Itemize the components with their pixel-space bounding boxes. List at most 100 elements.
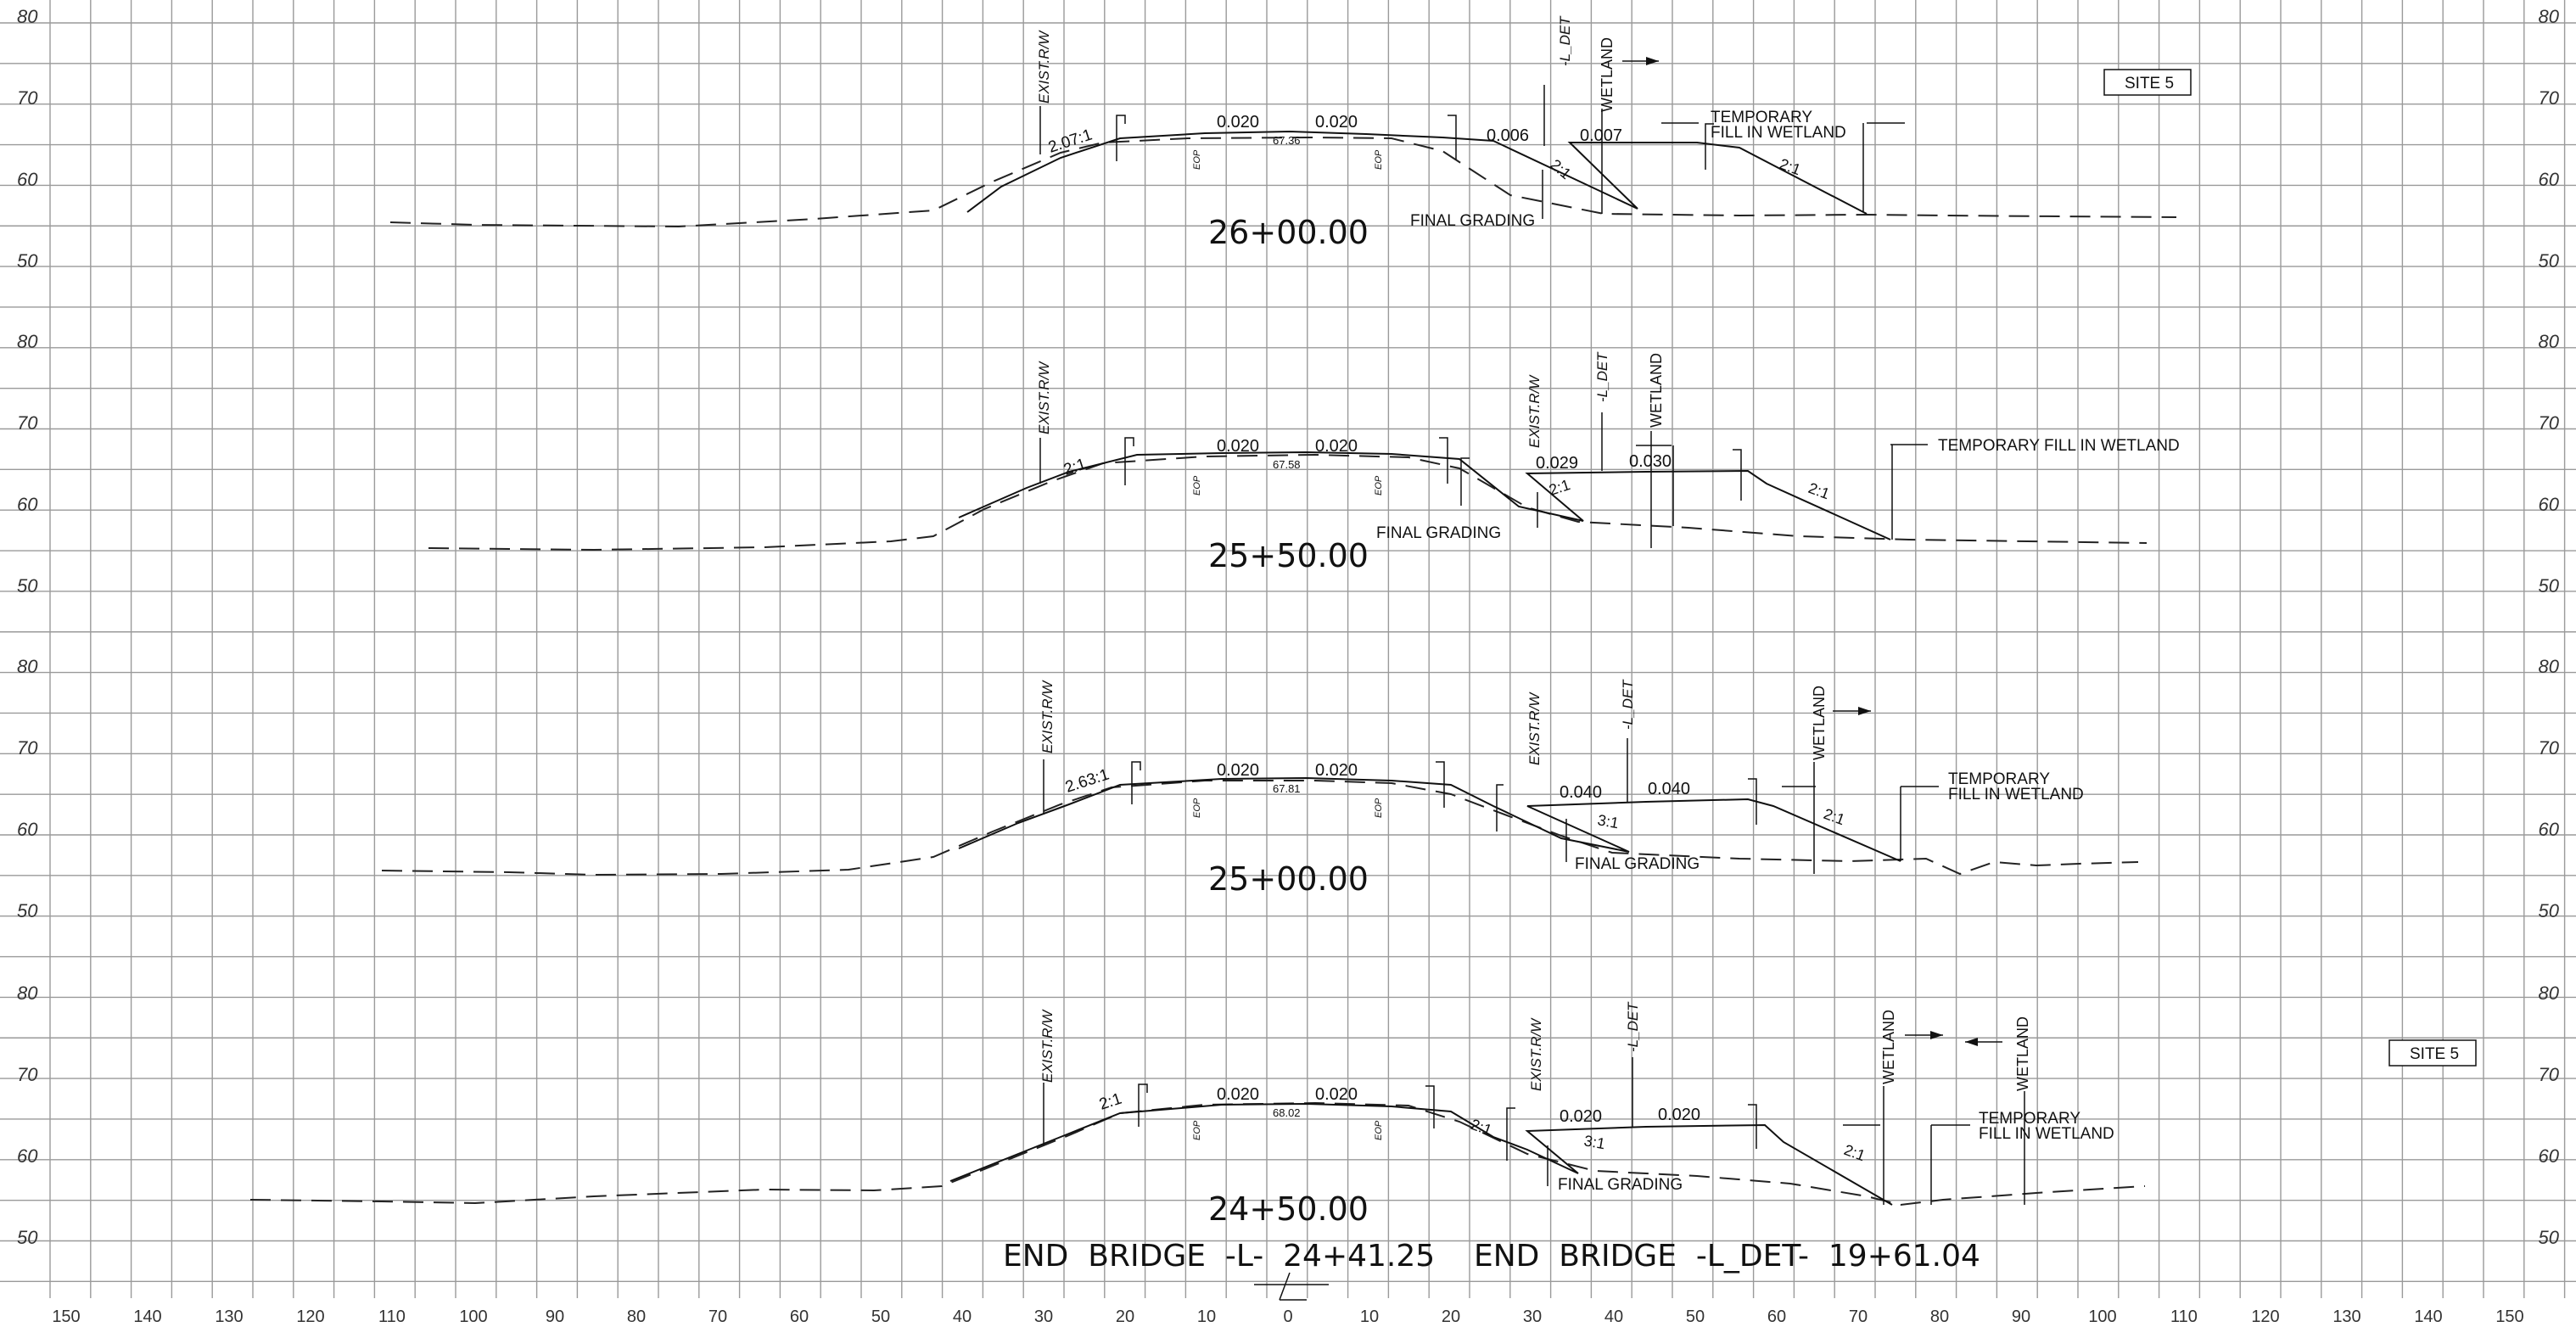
guardrail-det-3: [1748, 778, 1757, 825]
elevation-tick-label: 50: [2539, 1227, 2560, 1248]
elevation-tick-label: 50: [17, 575, 38, 596]
final-grading-2: FINAL GRADING: [1376, 524, 1501, 542]
offset-tick-label: 140: [2414, 1307, 2442, 1326]
right-slope-1: 2:1: [1778, 155, 1803, 178]
slope-a-1: 0.020: [1217, 113, 1259, 132]
elevation-tick-label: 80: [17, 6, 38, 27]
proposed-grade-1: [966, 130, 1868, 215]
final-grading-4: FINAL GRADING: [1558, 1176, 1683, 1194]
eop-left-4: EOP: [1192, 1120, 1202, 1140]
guardrail-right2-2: [1460, 457, 1470, 506]
offset-tick-label: 50: [1686, 1307, 1705, 1326]
exist-rw-det-label-2: EXIST.R/W: [1526, 374, 1543, 448]
offset-tick-label: 90: [2012, 1307, 2030, 1326]
proposed-grade-3: [958, 776, 1901, 862]
elevation-tick-label: 70: [2539, 87, 2560, 109]
site-label-bottom: SITE 5: [2410, 1045, 2459, 1063]
offset-tick-label: 110: [378, 1307, 406, 1326]
cl-elev-1: 67.36: [1273, 134, 1301, 147]
elevation-tick-label: 80: [2539, 656, 2560, 677]
guardrail-left-3: [1131, 761, 1141, 804]
right-slope-2: 2:1: [1806, 479, 1832, 502]
end-bridge-note: END BRIDGE -L- 24+41.25 END BRIDGE -L_DE…: [1003, 1239, 1980, 1274]
offset-tick-label: 60: [1767, 1307, 1786, 1326]
section-25+00: EXIST.R/W -L_DET WETLAND EXIST.R/W 2.63:…: [381, 679, 2139, 898]
elevation-tick-label: 60: [2539, 819, 2560, 840]
elevation-tick-label: 50: [2539, 575, 2560, 596]
station-label-2: 25+50.00: [1208, 537, 1369, 574]
wetland-label-4b: WETLAND: [2014, 1016, 2031, 1091]
offset-tick-label: 80: [1930, 1307, 1949, 1326]
guardrail-right-1: [1448, 115, 1457, 160]
section-24+50: EXIST.R/W -L_DET WETLAND WETLAND EXIST.R…: [249, 1001, 2477, 1228]
slope-a-4: 0.020: [1217, 1085, 1259, 1104]
slope-b-1: 0.020: [1315, 113, 1358, 132]
offset-tick-label: 10: [1360, 1307, 1379, 1326]
elevation-tick-label: 60: [2539, 494, 2560, 515]
section-26+00: EXIST.R/W -L_DET WETLAND 2.07:1 0.020 0.…: [389, 15, 2192, 251]
guardrail-right2-4: [1506, 1107, 1515, 1161]
guardrail-right-4: [1425, 1085, 1435, 1128]
temp-fill-3a: TEMPORARY: [1948, 770, 2050, 788]
guardrail-left-4: [1138, 1083, 1148, 1127]
offset-tick-label: 40: [1604, 1307, 1623, 1326]
elevation-tick-label: 80: [2539, 331, 2560, 352]
elevation-tick-label: 70: [17, 1064, 38, 1085]
elevation-tick-label: 50: [2539, 250, 2560, 272]
elevation-tick-label: 80: [17, 331, 38, 352]
side-slope-3: 3:1: [1596, 811, 1620, 831]
offset-tick-label: 10: [1197, 1307, 1216, 1326]
wetland-label-2: WETLAND: [1648, 353, 1665, 428]
slope-a-3: 0.020: [1217, 761, 1259, 780]
wetland-arrowhead-4a: [1930, 1031, 1943, 1039]
elevation-tick-label: 70: [17, 737, 38, 759]
offset-tick-label: 140: [133, 1307, 161, 1326]
l-det-label-1: -L_DET: [1557, 15, 1573, 66]
elevation-tick-label: 70: [2539, 1064, 2560, 1085]
proposed-grade-4: [949, 1102, 1893, 1206]
guardrail-right2-3: [1496, 784, 1504, 831]
det-slope-b-3: 0.040: [1648, 780, 1690, 798]
wetland-arrowhead-4b: [1965, 1038, 1978, 1046]
offset-tick-label: 30: [1523, 1307, 1542, 1326]
guardrail-det-4: [1748, 1104, 1757, 1149]
offset-tick-label: 30: [1034, 1307, 1053, 1326]
guardrail-right-2: [1439, 437, 1448, 484]
temp-fill-1a: TEMPORARY: [1711, 109, 1812, 126]
det-slope-b-1: 0.007: [1580, 126, 1622, 145]
offset-tick-label: 150: [52, 1307, 80, 1326]
offset-tick-label: 110: [2170, 1307, 2198, 1326]
guardrail-left-1: [1116, 115, 1126, 161]
offset-tick-label: 120: [2251, 1307, 2279, 1326]
eop-left-1: EOP: [1192, 149, 1202, 170]
station-label-3: 25+00.00: [1208, 860, 1369, 898]
wetland-arrowhead-1: [1646, 57, 1659, 65]
left-slope-1: 2.07:1: [1046, 126, 1095, 156]
elevation-tick-label: 60: [2539, 169, 2560, 190]
site-label-box-bottom: [2388, 1039, 2477, 1067]
elevation-tick-label: 70: [2539, 737, 2560, 759]
wetland-arrowhead-3: [1858, 707, 1871, 715]
temp-fill-3b: FILL IN WETLAND: [1948, 786, 2084, 803]
left-slope-2: 2:1: [1061, 456, 1089, 479]
elevation-tick-label: 50: [17, 250, 38, 272]
cl-elev-4: 68.02: [1273, 1106, 1301, 1119]
guardrail-det-1: [1705, 123, 1714, 170]
proposed-grade-2: [958, 451, 1891, 540]
offset-tick-label: 80: [627, 1307, 646, 1326]
eop-right-1: EOP: [1374, 149, 1384, 170]
eop-left-3: EOP: [1192, 798, 1202, 818]
offset-tick-label: 100: [459, 1307, 487, 1326]
existing-ground-1: [389, 136, 2177, 228]
det-slope-a-4: 0.020: [1560, 1107, 1602, 1126]
site-label-box-top: [2103, 69, 2192, 96]
l-det-label-3: -L_DET: [1620, 679, 1636, 730]
elevation-tick-label: 60: [17, 819, 38, 840]
cl-elev-3: 67.81: [1273, 782, 1301, 795]
offset-tick-label: 70: [708, 1307, 727, 1326]
slope-a-2: 0.020: [1217, 437, 1259, 456]
elevation-tick-label: 60: [17, 1145, 38, 1167]
det-slope-a-3: 0.040: [1560, 783, 1602, 802]
final-grading-3: FINAL GRADING: [1575, 855, 1700, 873]
eop-right-2: EOP: [1374, 475, 1384, 496]
